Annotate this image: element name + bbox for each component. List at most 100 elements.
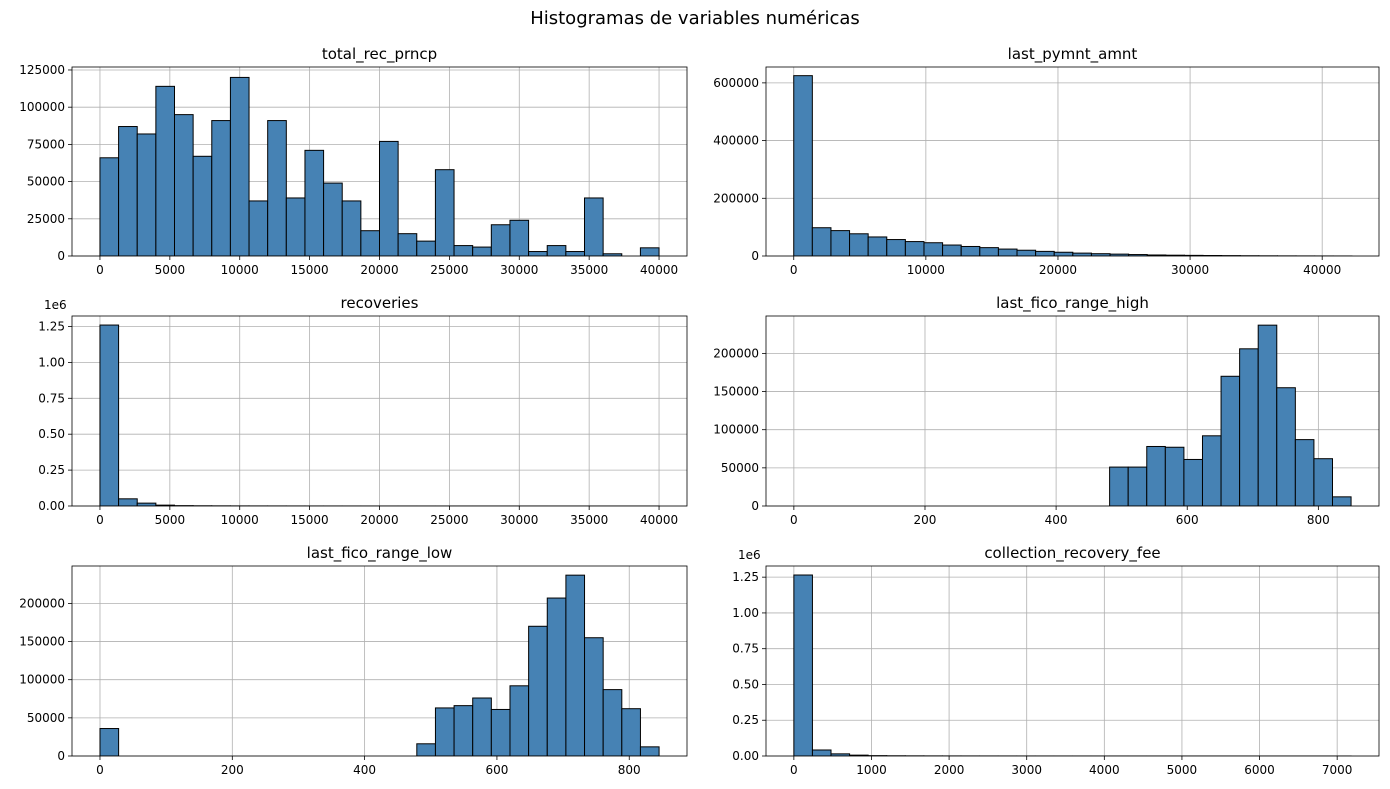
histogram-bar [416, 743, 436, 756]
axes-frame [765, 565, 1380, 757]
y-tick-label: 0 [751, 249, 759, 263]
histogram-bar [1220, 375, 1241, 506]
histogram-bar [304, 149, 325, 256]
histogram-bar [639, 746, 660, 756]
histogram-bar [99, 157, 120, 256]
x-tick-label: 5000 [1167, 763, 1198, 777]
histogram-bar [229, 76, 250, 256]
histogram-bar [1331, 496, 1352, 506]
y-tick-label: 1.25 [732, 570, 759, 584]
histogram-bar [528, 251, 548, 256]
chart-last-fico-range-low: 0 200 400 600 800 0 50000 100000 150000 200000 las… [19, 544, 688, 777]
histogram-bar [341, 200, 362, 256]
y-tick-label: 0.50 [38, 427, 65, 441]
histogram-bar [453, 705, 474, 756]
x-tick-label: 2000 [934, 763, 965, 777]
histogram-bar [867, 236, 888, 256]
y-tick-label: 0.00 [732, 749, 759, 763]
histogram-bar [811, 227, 832, 256]
histogram-bar [565, 574, 586, 756]
y-tick-label: 75000 [27, 137, 65, 151]
histogram-bar [546, 245, 567, 256]
x-tick-label: 600 [485, 763, 508, 777]
chart-title: last_pymnt_amnt [1008, 45, 1138, 64]
histogram-bar [136, 133, 157, 256]
histogram-bar [453, 245, 474, 256]
x-tick-label: 25000 [430, 263, 468, 277]
y-tick-label: 1.00 [732, 606, 759, 620]
histogram-bar [811, 749, 832, 756]
y-tick-label: 200000 [713, 191, 759, 205]
histogram-bar [434, 169, 455, 256]
histogram-bar [416, 240, 436, 256]
x-tick-label: 30000 [1171, 263, 1209, 277]
x-tick-label: 0 [790, 763, 798, 777]
histogram-bar [211, 120, 231, 256]
histogram-bar [904, 241, 925, 256]
x-tick-label: 35000 [570, 513, 608, 527]
histogram-bar [942, 244, 962, 256]
x-tick-label: 25000 [430, 513, 468, 527]
histogram-bar [1072, 252, 1092, 256]
histogram-bar [1053, 251, 1074, 256]
histogram-bar [793, 75, 813, 256]
histogram-bar [528, 625, 548, 756]
histogram-bar [1035, 250, 1055, 256]
y-tick-label: 150000 [19, 635, 65, 649]
y-tick-label: 25000 [27, 212, 65, 226]
histogram-bar [546, 597, 567, 756]
chart-title: total_rec_prncp [322, 45, 437, 64]
histogram-bar [979, 247, 999, 256]
histogram-bar [472, 246, 492, 256]
histogram-bar [584, 637, 604, 756]
x-tick-label: 7000 [1322, 763, 1353, 777]
histogram-bar [248, 200, 269, 256]
x-tick-label: 0 [96, 263, 104, 277]
histogram-bar [1257, 324, 1278, 506]
histogram-bar [1016, 249, 1037, 256]
y-tick-label: 0.75 [732, 642, 759, 656]
histogram-bar [1109, 466, 1129, 506]
x-tick-label: 10000 [221, 263, 259, 277]
histogram-bar [960, 245, 981, 256]
x-tick-label: 0 [96, 763, 104, 777]
histogram-bar [472, 697, 492, 756]
y-tick-label: 200000 [713, 346, 759, 360]
histogram-bar [1201, 435, 1222, 506]
x-tick-label: 200 [221, 763, 244, 777]
histogram-bar [173, 114, 194, 256]
histogram-bar [793, 574, 813, 756]
x-tick-label: 5000 [155, 263, 186, 277]
x-tick-label: 40000 [640, 263, 678, 277]
y-tick-label: 100000 [19, 673, 65, 687]
x-tick-label: 6000 [1244, 763, 1275, 777]
histogram-bar [99, 728, 120, 756]
bars [793, 574, 1352, 756]
histogram-bar [1146, 445, 1166, 506]
histogram-bar [886, 239, 906, 256]
chart-title: collection_recovery_fee [984, 544, 1160, 563]
x-tick-label: 10000 [907, 263, 945, 277]
x-tick-label: 400 [353, 763, 376, 777]
x-tick-label: 600 [1176, 513, 1199, 527]
x-tick-label: 200 [914, 513, 937, 527]
x-tick-label: 15000 [291, 263, 329, 277]
histogram-bar [434, 707, 455, 756]
y-tick-label: 50000 [27, 711, 65, 725]
axes-frame [765, 315, 1380, 507]
chart-title: recoveries [341, 294, 419, 312]
y-tick-label: 150000 [713, 385, 759, 399]
x-tick-label: 5000 [155, 513, 186, 527]
x-tick-label: 800 [1307, 513, 1330, 527]
y-offset-label: 1e6 [738, 548, 761, 562]
histogram-bar [583, 197, 604, 256]
histogram-bar [1164, 446, 1185, 506]
histogram-bar [1294, 439, 1315, 506]
histogram-bar [118, 126, 138, 256]
histogram-bar [99, 324, 120, 506]
histogram-bar [360, 230, 380, 256]
histogram-bar [118, 498, 138, 506]
histogram-bar [621, 708, 641, 756]
